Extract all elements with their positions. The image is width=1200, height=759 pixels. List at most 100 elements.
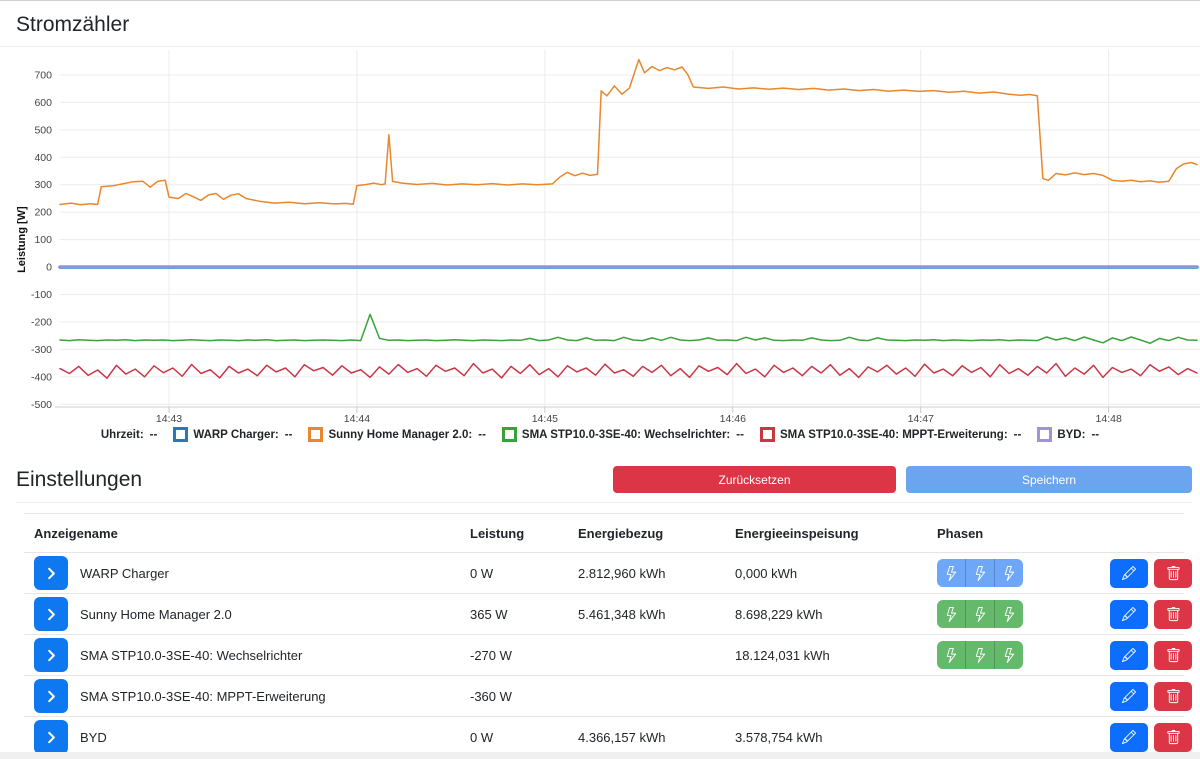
svg-text:0: 0 (46, 262, 52, 274)
legend-label: WARP Charger: (193, 428, 279, 441)
phase-button-group (937, 600, 1023, 628)
svg-text:-300: -300 (31, 344, 52, 356)
svg-text:500: 500 (34, 124, 52, 136)
meters-table: Anzeigename Leistung Energiebezug Energi… (24, 513, 1192, 758)
meter-power: 365 W (470, 606, 508, 622)
legend-swatch (501, 427, 517, 442)
settings-section-header: Einstellungen Zurücksetzen Speichern (16, 466, 1192, 503)
meter-name: WARP Charger (80, 565, 169, 581)
bottom-strip (0, 752, 1200, 759)
phase-toggle-button[interactable] (937, 641, 965, 669)
row-actions (1110, 599, 1194, 629)
meter-energy-export: 3.578,754 kWh (735, 729, 823, 745)
expand-row-button[interactable] (34, 597, 68, 631)
phase-toggle-button[interactable] (965, 641, 994, 669)
power-chart-container: 700 600 500 400 300 200 100 0 -100 -200 -300 -400 -5… (0, 47, 1200, 442)
legend-label: SMA STP10.0-3SE-40: Wechselrichter: (521, 428, 731, 441)
lightning-icon (1002, 606, 1017, 622)
svg-text:-400: -400 (31, 371, 52, 383)
delete-button[interactable] (1154, 558, 1192, 588)
meter-name: BYD (80, 729, 107, 745)
legend-item: SMA STP10.0-3SE-40: MPPT-Erweiterung: -- (759, 427, 1022, 442)
edit-button[interactable] (1110, 640, 1148, 670)
legend-swatch (308, 427, 324, 442)
chevron-right-icon (44, 689, 59, 704)
col-header-leistung: Leistung (470, 525, 525, 541)
svg-text:100: 100 (34, 234, 52, 246)
legend-value: -- (149, 428, 158, 441)
reset-button[interactable]: Zurücksetzen (613, 466, 896, 493)
svg-text:14:43: 14:43 (156, 413, 182, 425)
chevron-right-icon (44, 607, 59, 622)
phase-toggle-button[interactable] (994, 559, 1023, 587)
col-header-energiebezug: Energiebezug (578, 525, 664, 541)
chevron-right-icon (44, 730, 59, 745)
expand-row-button[interactable] (34, 679, 68, 713)
svg-text:300: 300 (34, 179, 52, 191)
trash-icon (1166, 647, 1181, 663)
svg-text:200: 200 (34, 207, 52, 219)
meter-name-cell: SMA STP10.0-3SE-40: Wechselrichter (34, 635, 470, 675)
svg-text:-200: -200 (31, 316, 52, 328)
phase-toggle-button[interactable] (937, 559, 965, 587)
pencil-icon (1122, 648, 1136, 662)
meter-name: SMA STP10.0-3SE-40: MPPT-Erweiterung (80, 688, 326, 704)
legend-value: -- (478, 428, 486, 441)
legend-swatch (173, 427, 189, 442)
col-header-energieeinspeisung: Energieeinspeisung (735, 525, 859, 541)
table-row: WARP Charger 0 W 2.812,960 kWh 0,000 kWh (24, 553, 1192, 594)
row-actions (1110, 722, 1194, 752)
delete-button[interactable] (1154, 599, 1192, 629)
phase-toggle-button[interactable] (965, 600, 994, 628)
trash-icon (1166, 565, 1181, 581)
edit-button[interactable] (1110, 681, 1148, 711)
delete-button[interactable] (1154, 722, 1192, 752)
delete-button[interactable] (1154, 681, 1192, 711)
edit-button[interactable] (1110, 722, 1148, 752)
legend-item: WARP Charger: -- (173, 427, 292, 442)
chevron-right-icon (44, 566, 59, 581)
svg-text:600: 600 (34, 97, 52, 109)
meter-energy-export: 18.124,031 kWh (735, 647, 830, 663)
trash-icon (1166, 729, 1181, 745)
trash-icon (1166, 688, 1181, 704)
meter-name-cell: BYD (34, 717, 470, 757)
trash-icon (1166, 606, 1181, 622)
meter-phases-cell (937, 600, 1110, 628)
svg-text:14:46: 14:46 (720, 413, 746, 425)
delete-button[interactable] (1154, 640, 1192, 670)
pencil-icon (1122, 566, 1136, 580)
expand-row-button[interactable] (34, 638, 68, 672)
edit-button[interactable] (1110, 558, 1148, 588)
expand-row-button[interactable] (34, 720, 68, 754)
svg-text:700: 700 (34, 69, 52, 81)
lightning-icon (973, 565, 988, 581)
legend-label: SMA STP10.0-3SE-40: MPPT-Erweiterung: (779, 428, 1008, 441)
legend-item: SMA STP10.0-3SE-40: Wechselrichter: -- (501, 427, 744, 442)
phase-toggle-button[interactable] (994, 641, 1023, 669)
expand-row-button[interactable] (34, 556, 68, 590)
row-actions (1110, 681, 1194, 711)
lightning-icon (973, 647, 988, 663)
meter-power: 0 W (470, 729, 494, 745)
legend-item: BYD: -- (1037, 427, 1099, 442)
chart-legend: Uhrzeit: -- WARP Charger: -- Sunny Home Mana… (0, 427, 1200, 442)
phase-toggle-button[interactable] (965, 559, 994, 587)
legend-swatch (759, 427, 775, 442)
lightning-icon (1002, 565, 1017, 581)
legend-value: -- (1013, 428, 1022, 441)
pencil-icon (1122, 730, 1136, 744)
meter-energy-import: 2.812,960 kWh (578, 565, 666, 581)
save-button[interactable]: Speichern (906, 466, 1192, 493)
phase-toggle-button[interactable] (937, 600, 965, 628)
edit-button[interactable] (1110, 599, 1148, 629)
meter-name-cell: Sunny Home Manager 2.0 (34, 594, 470, 634)
phase-toggle-button[interactable] (994, 600, 1023, 628)
meter-power: 0 W (470, 565, 494, 581)
legend-value: -- (284, 428, 293, 441)
legend-item: Sunny Home Manager 2.0: -- (308, 427, 486, 442)
settings-title: Einstellungen (16, 467, 143, 491)
meter-name: SMA STP10.0-3SE-40: Wechselrichter (80, 647, 303, 663)
page-title: Stromzähler (0, 1, 1200, 47)
svg-text:-500: -500 (31, 399, 52, 411)
